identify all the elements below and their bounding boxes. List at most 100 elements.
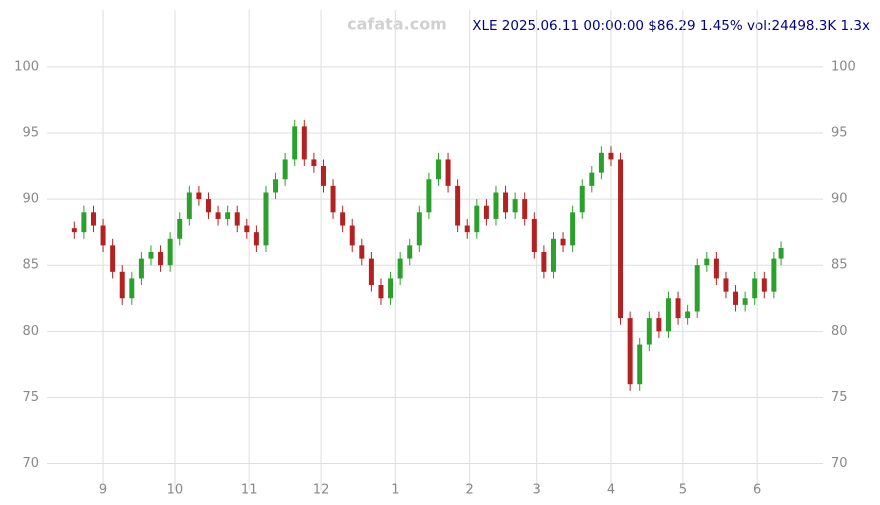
candle-body	[378, 285, 384, 299]
candle-body	[263, 192, 269, 246]
candle-body	[713, 258, 719, 279]
candle-body	[368, 258, 374, 286]
candle-body	[550, 238, 556, 272]
candle-body	[694, 265, 700, 312]
candle-body	[205, 199, 211, 213]
y-tick-label: 95	[22, 125, 39, 140]
y-tick-label: 70	[22, 456, 39, 471]
candle-body	[483, 205, 489, 219]
candle-body	[531, 218, 537, 252]
candle-body	[340, 212, 346, 226]
candle-body	[579, 185, 585, 213]
y2-tick-label: 85	[831, 258, 848, 273]
candle-body	[589, 172, 595, 186]
x-tick-label: 10	[167, 483, 184, 498]
candle-body	[148, 251, 154, 259]
candle-body	[388, 278, 394, 299]
candle-body	[225, 212, 231, 219]
y2-tick-label: 90	[831, 192, 848, 207]
candle-body	[778, 248, 784, 259]
candle-body	[656, 318, 662, 332]
candle-body	[752, 278, 758, 299]
y-tick-label: 75	[22, 390, 39, 405]
candle-body	[330, 185, 336, 213]
x-tick-label: 6	[753, 483, 761, 498]
y2-tick-label: 95	[831, 125, 848, 140]
candle-body	[685, 311, 691, 319]
candle-body	[359, 245, 365, 259]
candle-body	[493, 192, 499, 219]
candle-body	[90, 212, 96, 226]
candle-body	[512, 199, 518, 213]
watermark: cafata.com	[347, 15, 447, 34]
candle-body	[665, 298, 671, 332]
candle-body	[320, 166, 326, 186]
candle-body	[186, 192, 192, 219]
candle-body	[464, 225, 470, 233]
candle-body	[733, 291, 739, 305]
y-tick-label: 100	[14, 59, 39, 74]
y2-tick-label: 100	[831, 59, 856, 74]
candle-body	[282, 159, 288, 180]
candle-body	[71, 228, 77, 233]
candle-body	[637, 344, 643, 385]
candle-body	[541, 251, 547, 272]
x-tick-label: 3	[533, 483, 541, 498]
candle-body	[311, 159, 317, 167]
x-tick-label: 2	[465, 483, 473, 498]
candle-body	[167, 238, 173, 266]
candle-body	[349, 225, 355, 246]
y-tick-label: 85	[22, 258, 39, 273]
candle-body	[100, 225, 106, 246]
candle-body	[646, 318, 652, 345]
candle-body	[119, 271, 125, 299]
candle-body	[273, 179, 279, 193]
candle-body	[138, 258, 144, 279]
candle-body	[522, 199, 528, 219]
y-tick-label: 90	[22, 192, 39, 207]
candle-body	[435, 159, 441, 180]
x-tick-label: 1	[391, 483, 399, 498]
candle-body	[110, 245, 116, 272]
y2-tick-label: 70	[831, 456, 848, 471]
candle-body	[416, 212, 422, 246]
candle-body	[129, 278, 135, 299]
candle-body	[608, 152, 614, 160]
candle-body	[627, 318, 633, 385]
candle-body	[196, 192, 202, 200]
candle-body	[253, 232, 259, 246]
chart-title: XLE 2025.06.11 00:00:00 $86.29 1.45% vol…	[472, 18, 870, 34]
candle-body	[301, 126, 307, 160]
candle-body	[445, 159, 451, 186]
candle-body	[292, 126, 298, 160]
candle-body	[158, 251, 164, 266]
candle-body	[570, 212, 576, 246]
y2-tick-label: 80	[831, 324, 848, 339]
candle-body	[474, 205, 480, 233]
candle-body	[704, 258, 710, 266]
candle-body	[503, 192, 509, 213]
x-tick-label: 12	[313, 483, 330, 498]
x-tick-label: 9	[99, 483, 107, 498]
candle-body	[244, 225, 250, 233]
candle-body	[771, 258, 777, 292]
candle-body	[675, 298, 681, 319]
y-tick-label: 80	[22, 324, 39, 339]
candle-body	[177, 218, 183, 239]
candle-body	[81, 212, 87, 233]
candle-body	[397, 258, 403, 279]
y2-tick-label: 75	[831, 390, 848, 405]
candle-body	[761, 278, 767, 292]
candle-body	[234, 212, 240, 226]
x-tick-label: 5	[679, 483, 687, 498]
candle-body	[598, 152, 604, 173]
candle-body	[560, 238, 566, 246]
candle-body	[455, 185, 461, 226]
x-tick-label: 4	[607, 483, 615, 498]
candle-body	[426, 179, 432, 213]
x-tick-label: 11	[241, 483, 258, 498]
candle-body	[742, 298, 748, 305]
candle-body	[618, 159, 624, 319]
